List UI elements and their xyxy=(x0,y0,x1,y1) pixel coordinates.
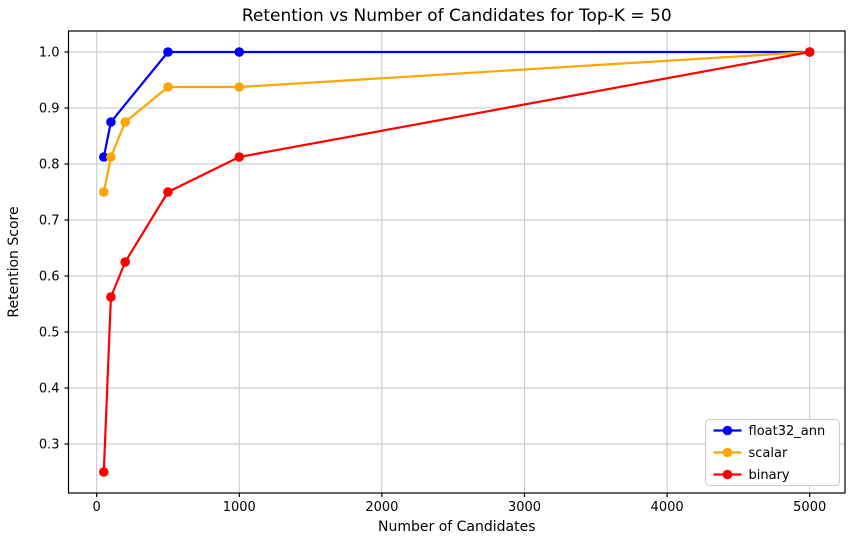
y-axis-label: Retention Score xyxy=(6,206,22,317)
series-scalar xyxy=(98,47,815,197)
y-tick-label: 0.5 xyxy=(39,326,60,341)
series-binary xyxy=(98,47,815,477)
y-tick-label: 0.9 xyxy=(39,102,60,117)
data-point-binary xyxy=(98,467,109,477)
data-point-scalar xyxy=(163,82,173,92)
x-tick-label: 1000 xyxy=(223,500,256,515)
data-point-float32_ann xyxy=(98,152,109,162)
data-point-scalar xyxy=(106,152,116,162)
x-tick-label: 5000 xyxy=(793,500,826,515)
legend-sample-marker-binary xyxy=(722,469,733,480)
x-tick-label: 3000 xyxy=(508,500,541,515)
chart-title: Retention vs Number of Candidates for To… xyxy=(242,6,672,26)
data-point-float32_ann xyxy=(234,47,245,57)
ticks: 0 1000 2000 3000 4000 5000 0.3 0.4 0.5 0.6 0.7 0.8 0… xyxy=(39,46,826,516)
legend-box xyxy=(705,419,840,486)
legend-sample-marker-float32_ann xyxy=(722,425,733,436)
data-point-binary xyxy=(234,152,245,162)
data-point-binary xyxy=(120,257,130,267)
x-tick-label: 4000 xyxy=(651,500,684,515)
legend-label-binary: binary xyxy=(749,468,790,483)
data-point-scalar xyxy=(234,82,245,92)
data-point-binary xyxy=(163,187,173,197)
y-tick-label: 0.6 xyxy=(39,270,60,285)
legend-label-scalar: scalar xyxy=(749,446,788,461)
y-tick-label: 1.0 xyxy=(39,46,60,61)
data-point-scalar xyxy=(98,187,109,197)
data-point-binary xyxy=(804,47,815,57)
y-tick-label: 0.4 xyxy=(39,382,60,397)
axes-spines xyxy=(67,30,846,494)
series-line-scalar xyxy=(102,50,811,194)
x-tick-label: 0 xyxy=(93,500,101,515)
legend-sample-marker-scalar xyxy=(722,447,733,458)
data-point-float32_ann xyxy=(106,117,116,127)
x-tick-label: 2000 xyxy=(365,500,398,515)
x-axis-label: Number of Candidates xyxy=(378,519,536,535)
series-float32_ann xyxy=(98,47,815,162)
data-point-binary xyxy=(106,292,116,302)
series-line-binary xyxy=(102,50,811,474)
y-tick-label: 0.7 xyxy=(39,214,60,229)
series-line-float32_ann xyxy=(102,50,811,159)
data-point-float32_ann xyxy=(163,47,173,57)
data-point-scalar xyxy=(120,117,130,127)
y-tick-label: 0.8 xyxy=(39,158,60,173)
y-tick-label: 0.3 xyxy=(39,438,60,453)
legend-label-float32_ann: float32_ann xyxy=(749,424,826,439)
